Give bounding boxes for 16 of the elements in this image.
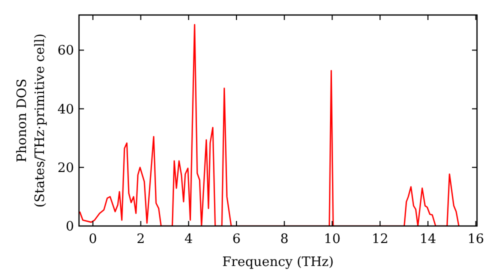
x-tick-label: 8 [280,232,288,247]
y-tick-label: 0 [66,220,74,234]
y-tick-label: 40 [57,102,74,118]
x-tick-label: 6 [232,232,241,247]
y-axis-title: Phonon DOS (States/THz·primitive cell) [15,33,48,208]
y-tick-label: 20 [57,160,74,176]
x-axis-title: Frequency (THz) [222,255,334,270]
x-tick-label: 14 [420,232,436,247]
x-tick-label: 2 [136,232,145,247]
x-tick-label: 12 [372,232,388,247]
y-tick-label: 60 [57,44,74,59]
x-tick-label: 0 [88,232,98,247]
x-tick-label: 16 [468,232,484,247]
line-series [79,24,460,226]
x-tick-label: 10 [324,232,340,247]
x-tick-label: 4 [184,232,193,247]
